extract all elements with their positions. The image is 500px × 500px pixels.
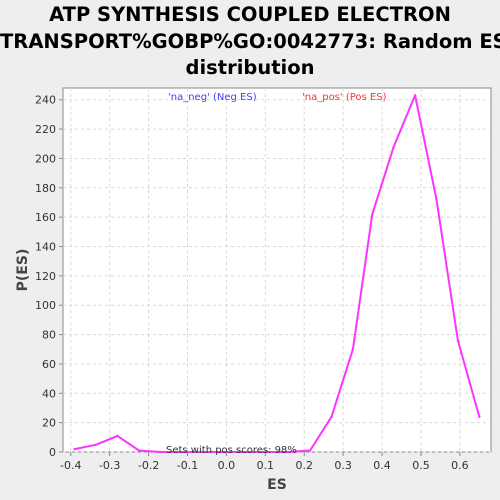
x-tick-label: -0.3 <box>99 459 120 472</box>
y-tick-label: 40 <box>42 387 56 400</box>
x-tick-label: 0.0 <box>218 459 236 472</box>
x-tick-label: 0.2 <box>295 459 313 472</box>
data-point <box>308 449 312 452</box>
data-point <box>456 339 460 342</box>
chart-title-line-1: ATP SYNTHESIS COUPLED ELECTRON <box>49 3 451 26</box>
grid <box>63 88 491 453</box>
y-axis-label: P(ES) <box>15 249 31 292</box>
data-point <box>244 450 248 454</box>
data-point <box>287 450 290 454</box>
data-point <box>201 450 205 454</box>
x-tick-label: 0.4 <box>373 459 391 472</box>
y-axis-ticks: 0 20 40 60 80 100 120 140 160 180 200 220 240 <box>35 94 63 459</box>
y-tick-label: 160 <box>35 211 56 224</box>
legend-neg: 'na_neg' (Neg ES) <box>168 92 257 103</box>
data-point <box>180 450 183 454</box>
legend-pos: 'na_pos' (Pos ES) <box>302 92 387 103</box>
y-tick-label: 200 <box>35 152 56 165</box>
data-point <box>435 198 438 201</box>
data-point <box>413 94 417 97</box>
x-tick-label: 0.1 <box>257 459 275 472</box>
data-point <box>116 434 119 438</box>
data-point <box>266 450 269 454</box>
x-tick-label: 0.5 <box>412 459 430 472</box>
y-tick-label: 80 <box>42 329 56 342</box>
series-layer <box>73 94 481 454</box>
chart-title-line-3: distribution <box>185 56 315 79</box>
data-point <box>137 449 141 452</box>
y-tick-label: 100 <box>35 299 56 312</box>
y-tick-label: 20 <box>42 417 56 430</box>
data-point <box>223 450 226 454</box>
data-point <box>330 415 333 418</box>
x-tick-label: 0.3 <box>334 459 352 472</box>
data-point <box>73 447 76 451</box>
y-tick-label: 60 <box>42 358 56 371</box>
x-tick-label: -0.4 <box>60 459 81 472</box>
series-line <box>74 94 481 453</box>
plot-background <box>62 87 492 453</box>
y-tick-label: 180 <box>35 182 56 195</box>
x-axis-ticks: -0.4 -0.3 -0.2 -0.1 0.0 0.1 0.2 0.3 0.4 0.5 0.6 <box>60 452 469 472</box>
y-tick-label: 0 <box>49 446 56 459</box>
data-point <box>478 415 481 418</box>
y-tick-label: 240 <box>35 94 56 107</box>
data-point <box>159 450 162 454</box>
data-point <box>392 145 395 148</box>
annotation-pos-scores: Sets with pos scores: 98% <box>166 445 297 456</box>
x-tick-label: 0.6 <box>451 459 469 472</box>
y-tick-label: 220 <box>35 123 56 136</box>
x-tick-label: -0.2 <box>138 459 159 472</box>
x-tick-label: -0.1 <box>177 459 198 472</box>
chart-title-line-2: TRANSPORT%GOBP%GO:0042773: Random ES <box>0 30 500 53</box>
data-point <box>371 213 374 216</box>
x-axis-label: ES <box>267 477 287 493</box>
data-point <box>351 348 355 351</box>
data-point <box>94 443 98 446</box>
y-tick-label: 120 <box>35 270 56 283</box>
y-tick-label: 140 <box>35 241 56 254</box>
